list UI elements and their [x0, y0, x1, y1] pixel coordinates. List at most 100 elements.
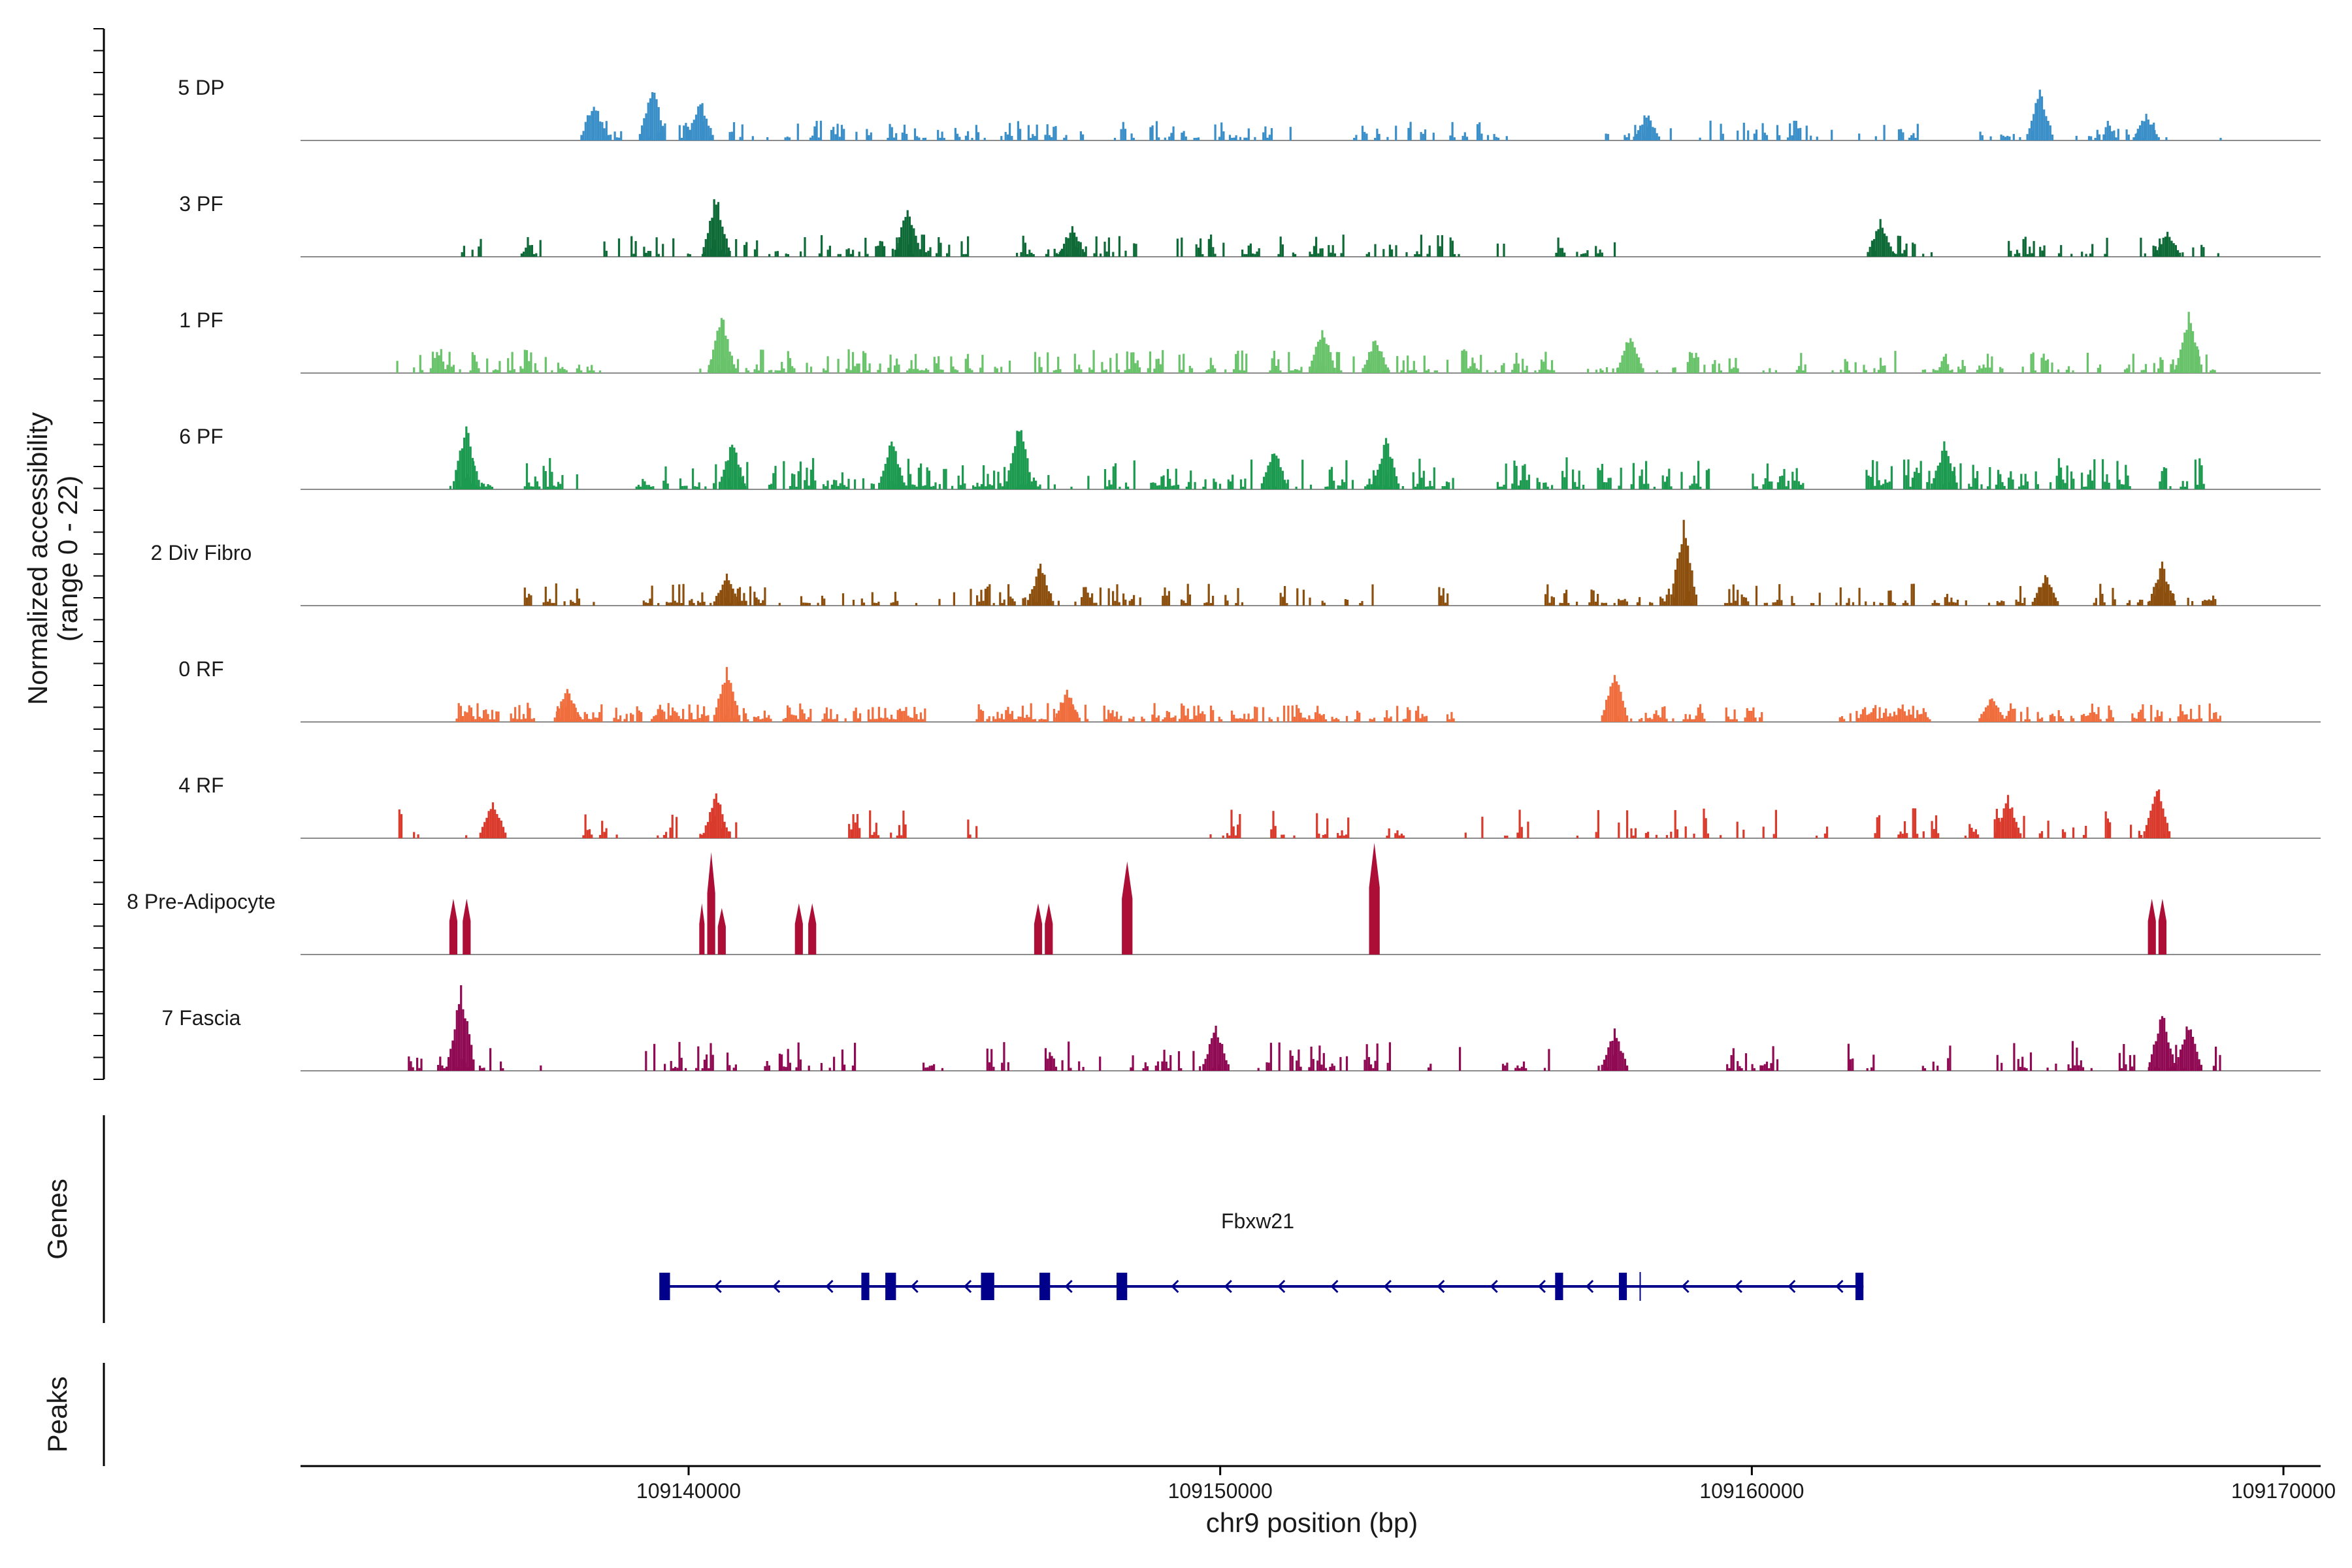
- coverage-bar: [1239, 370, 1241, 373]
- coverage-bar: [817, 137, 820, 140]
- coverage-bar: [808, 717, 810, 722]
- coverage-bar: [1212, 710, 1215, 722]
- coverage-bar: [1968, 824, 1971, 838]
- coverage-bar: [1287, 706, 1290, 722]
- coverage-bar: [1897, 129, 1901, 140]
- coverage-bar: [1061, 1060, 1064, 1071]
- coverage-spike: [463, 898, 471, 955]
- coverage-bar: [1130, 598, 1133, 606]
- coverage-spike: [2158, 898, 2166, 955]
- coverage-bar: [755, 364, 758, 373]
- coverage-peak-bar: [2030, 120, 2033, 140]
- coverage-bar: [561, 367, 564, 373]
- coverage-bar: [1162, 475, 1165, 489]
- coverage-bar: [1172, 126, 1175, 140]
- gene-exon: [1855, 1273, 1864, 1300]
- coverage-bar: [1661, 475, 1664, 489]
- coverage-bar: [830, 129, 833, 140]
- coverage-bar: [591, 365, 593, 373]
- coverage-bar: [657, 603, 660, 606]
- coverage-bar: [1708, 468, 1710, 489]
- coverage-bar: [2128, 364, 2131, 373]
- coverage-bar: [1754, 717, 1757, 722]
- coverage-peak-bar: [1376, 345, 1379, 373]
- coverage-bar: [1343, 482, 1346, 489]
- y-axis-title-range: (range 0 - 22): [52, 476, 83, 642]
- coverage-bar: [1414, 370, 1418, 373]
- coverage-peak-bar: [647, 103, 649, 140]
- coverage-peak-bar: [1279, 467, 1282, 489]
- coverage-bar: [751, 136, 754, 140]
- coverage-bar: [1237, 350, 1239, 373]
- coverage-bar: [923, 370, 925, 373]
- coverage-bar: [1340, 370, 1343, 373]
- coverage-bar: [676, 1068, 679, 1071]
- coverage-bar: [799, 461, 802, 489]
- coverage-bar: [889, 123, 891, 140]
- coverage-bar: [1040, 367, 1043, 373]
- coverage-bar: [603, 241, 606, 257]
- coverage-bar: [704, 486, 707, 489]
- gene-exon: [1039, 1273, 1051, 1300]
- coverage-bar: [1329, 1066, 1331, 1071]
- coverage-bar: [1511, 370, 1514, 373]
- coverage-bar: [1661, 707, 1664, 722]
- coverage-bar: [598, 712, 601, 722]
- coverage-bar: [1256, 707, 1258, 722]
- coverage-bar: [1691, 719, 1693, 722]
- coverage-peak-bar: [2153, 130, 2156, 140]
- x-tick-label: 109160000: [1699, 1479, 1804, 1503]
- coverage-bar: [1963, 366, 1966, 373]
- coverage-bar: [1053, 127, 1055, 140]
- coverage-bar: [1003, 599, 1005, 606]
- coverage-peak-bar: [2159, 568, 2161, 606]
- coverage-peak-bar: [728, 351, 731, 373]
- coverage-bar: [1290, 370, 1292, 373]
- coverage-bar: [1149, 127, 1152, 140]
- coverage-peak-bar: [2049, 125, 2051, 140]
- coverage-bar: [988, 716, 990, 722]
- coverage-bar: [2170, 364, 2172, 373]
- coverage-bar: [698, 482, 700, 489]
- coverage-bar: [1520, 826, 1523, 838]
- coverage-peak-bar: [566, 689, 568, 722]
- coverage-bar: [588, 829, 591, 838]
- coverage-bar: [1310, 719, 1313, 722]
- coverage-bar: [888, 719, 890, 722]
- coverage-bar: [1118, 236, 1120, 257]
- coverage-bar: [919, 370, 921, 373]
- coverage-bar: [804, 237, 806, 257]
- coverage-bar: [1247, 128, 1250, 140]
- coverage-peak-bar: [711, 808, 713, 838]
- coverage-peak-bar: [699, 104, 702, 140]
- coverage-bar: [1516, 832, 1519, 838]
- coverage-bar: [1699, 704, 1702, 722]
- coverage-bar: [1903, 459, 1906, 489]
- coverage-bar: [2094, 138, 2097, 140]
- coverage-peak-bar: [1081, 249, 1084, 257]
- coverage-bar: [1277, 359, 1280, 373]
- coverage-bar: [799, 1059, 802, 1071]
- coverage-bar: [1078, 1061, 1081, 1071]
- coverage-bar: [617, 137, 621, 140]
- coverage-bar: [1178, 354, 1181, 373]
- coverage-bar: [1326, 486, 1329, 489]
- coverage-peak-bar: [917, 242, 919, 257]
- coverage-bar: [864, 237, 867, 257]
- coverage-bar: [967, 131, 970, 140]
- coverage-bar: [948, 244, 951, 257]
- coverage-bar: [757, 716, 760, 722]
- coverage-bar: [665, 832, 668, 838]
- coverage-peak-bar: [1693, 587, 1695, 606]
- coverage-bar: [2101, 593, 2104, 606]
- coverage-bar: [2086, 352, 2089, 373]
- coverage-bar: [1177, 1051, 1181, 1071]
- coverage-bar: [1151, 125, 1154, 140]
- coverage-bar: [746, 462, 749, 489]
- coverage-bar: [2126, 602, 2129, 606]
- coverage-bar: [1869, 476, 1872, 489]
- coverage-bar: [1108, 480, 1111, 489]
- coverage-bar: [2024, 474, 2027, 489]
- coverage-bar: [1935, 815, 1938, 838]
- coverage-bar: [2140, 370, 2143, 373]
